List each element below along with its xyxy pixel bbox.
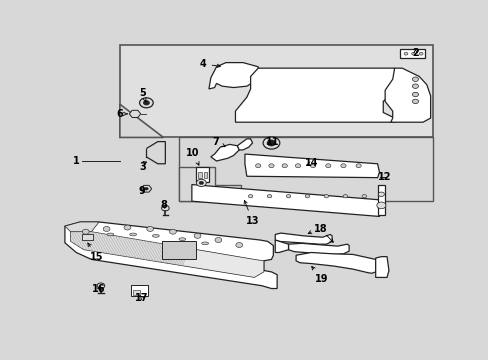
Circle shape <box>143 100 149 105</box>
Circle shape <box>282 164 287 168</box>
Text: 17: 17 <box>135 293 148 303</box>
Polygon shape <box>178 138 432 201</box>
Text: 19: 19 <box>311 266 328 284</box>
Polygon shape <box>385 68 430 122</box>
Circle shape <box>268 164 274 168</box>
Circle shape <box>267 194 271 198</box>
Circle shape <box>403 52 407 55</box>
Bar <box>131 285 148 296</box>
Polygon shape <box>244 154 379 177</box>
Text: 11: 11 <box>265 136 279 147</box>
Circle shape <box>411 77 418 81</box>
Circle shape <box>361 194 366 198</box>
Circle shape <box>325 164 330 168</box>
Circle shape <box>324 194 328 198</box>
Polygon shape <box>288 243 348 255</box>
Circle shape <box>146 226 153 231</box>
Ellipse shape <box>152 234 159 237</box>
Circle shape <box>161 205 169 211</box>
Text: 1: 1 <box>73 156 80 166</box>
Ellipse shape <box>84 236 91 239</box>
Polygon shape <box>70 232 264 278</box>
Polygon shape <box>237 139 252 150</box>
Circle shape <box>97 283 104 288</box>
Text: 7: 7 <box>212 136 224 147</box>
Polygon shape <box>377 185 385 215</box>
Bar <box>161 242 195 260</box>
Polygon shape <box>275 233 331 244</box>
Circle shape <box>82 229 89 234</box>
Polygon shape <box>275 240 288 252</box>
Text: 4: 4 <box>200 59 220 69</box>
Text: 10: 10 <box>186 148 200 165</box>
Circle shape <box>285 194 290 198</box>
Bar <box>203 172 207 177</box>
Circle shape <box>418 52 422 55</box>
Circle shape <box>255 164 260 168</box>
Circle shape <box>378 192 384 197</box>
Ellipse shape <box>179 238 185 240</box>
Text: 2: 2 <box>411 48 418 58</box>
Ellipse shape <box>107 233 114 236</box>
Polygon shape <box>65 222 99 232</box>
Polygon shape <box>400 49 424 58</box>
Circle shape <box>411 84 418 89</box>
Circle shape <box>199 181 203 185</box>
Circle shape <box>305 194 309 198</box>
Circle shape <box>248 194 252 198</box>
Text: 13: 13 <box>244 201 259 226</box>
Polygon shape <box>120 104 163 138</box>
Polygon shape <box>120 45 432 138</box>
Polygon shape <box>296 252 375 273</box>
Circle shape <box>235 243 242 247</box>
Polygon shape <box>141 185 151 192</box>
Bar <box>198 172 202 177</box>
Text: 3: 3 <box>139 162 146 172</box>
Circle shape <box>139 98 153 108</box>
Polygon shape <box>235 68 401 122</box>
Text: 15: 15 <box>88 243 103 262</box>
Circle shape <box>263 137 279 149</box>
Bar <box>133 291 140 294</box>
Polygon shape <box>178 167 241 201</box>
Polygon shape <box>208 63 258 89</box>
Polygon shape <box>65 222 277 288</box>
Circle shape <box>411 99 418 104</box>
Bar <box>82 234 93 240</box>
Text: 8: 8 <box>161 201 167 210</box>
Circle shape <box>194 233 201 238</box>
Circle shape <box>411 92 418 97</box>
Circle shape <box>310 164 315 168</box>
Circle shape <box>169 229 176 234</box>
Circle shape <box>411 52 415 55</box>
Ellipse shape <box>202 242 208 245</box>
Circle shape <box>196 179 206 186</box>
Text: 5: 5 <box>139 88 146 102</box>
Circle shape <box>124 225 131 230</box>
Polygon shape <box>210 144 239 161</box>
Circle shape <box>103 226 110 231</box>
Text: 18: 18 <box>313 225 327 234</box>
Circle shape <box>343 194 347 198</box>
Text: 16: 16 <box>92 284 105 294</box>
Polygon shape <box>129 110 141 117</box>
Circle shape <box>295 164 300 168</box>
Circle shape <box>376 202 385 209</box>
Circle shape <box>340 164 346 168</box>
Text: 6: 6 <box>116 109 123 119</box>
Circle shape <box>215 238 222 243</box>
Circle shape <box>355 164 361 168</box>
Polygon shape <box>375 257 388 278</box>
Text: 14: 14 <box>304 158 317 168</box>
Circle shape <box>144 187 148 190</box>
Text: 12: 12 <box>378 172 391 183</box>
Ellipse shape <box>129 233 136 236</box>
Polygon shape <box>195 167 208 182</box>
Circle shape <box>267 140 275 146</box>
Polygon shape <box>191 185 381 216</box>
Text: 9: 9 <box>138 186 144 196</box>
